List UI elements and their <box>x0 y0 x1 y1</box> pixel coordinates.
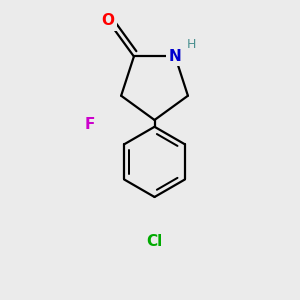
Text: O: O <box>101 13 114 28</box>
Text: Cl: Cl <box>146 234 163 249</box>
Text: H: H <box>186 38 196 50</box>
Text: N: N <box>169 49 182 64</box>
Text: F: F <box>85 117 95 132</box>
